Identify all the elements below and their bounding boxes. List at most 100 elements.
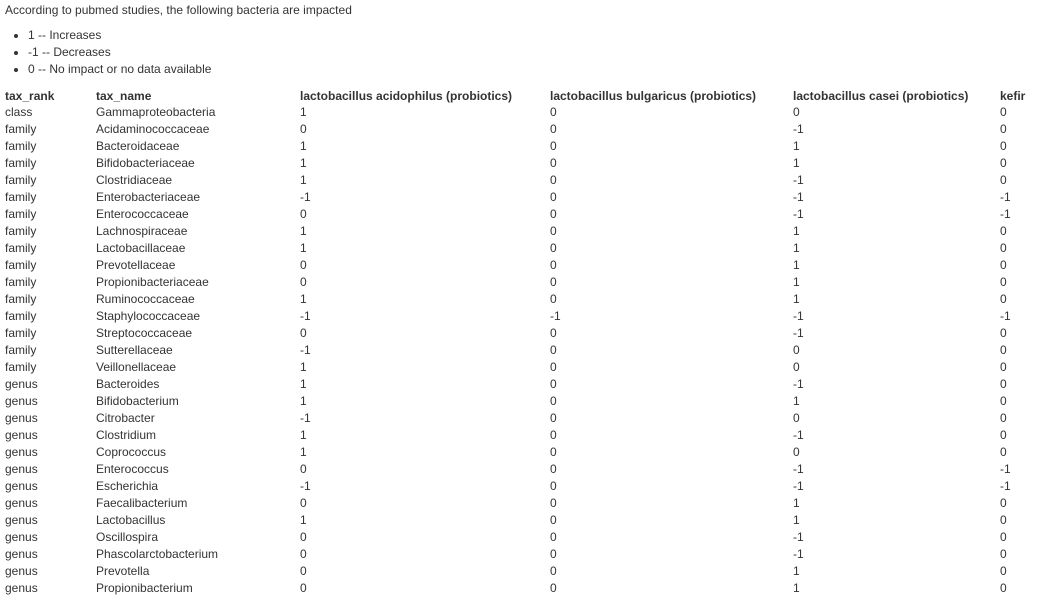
cell-bulgaricus: 0 [550,258,557,272]
cell-acidophilus: 1 [300,360,307,374]
cell-bulgaricus: 0 [550,445,557,459]
cell-tax-rank: genus [5,581,38,595]
cell-tax-name: Enterobacteriaceae [96,190,201,204]
cell-acidophilus: 1 [300,445,307,459]
cell-acidophilus: 0 [300,258,307,272]
cell-casei: -1 [793,122,804,136]
legend-list: 1 -- Increases -1 -- Decreases 0 -- No i… [0,27,211,78]
cell-casei: 1 [793,394,800,408]
table-row: family Enterobacteriaceae -1 0 -1 -1 [3,189,1042,206]
cell-kefir: 0 [1000,343,1007,357]
cell-acidophilus: 0 [300,547,307,561]
cell-kefir: 0 [1000,122,1007,136]
cell-casei: 1 [793,496,800,510]
cell-casei: -1 [793,309,804,323]
header-tax-name: tax_name [96,89,152,103]
cell-kefir: 0 [1000,224,1007,238]
cell-tax-rank: family [5,309,37,323]
cell-tax-name: Propionibacterium [96,581,193,595]
cell-casei: 0 [793,360,800,374]
cell-kefir: -1 [1000,190,1011,204]
table-row: genus Phascolarctobacterium 0 0 -1 0 [3,546,1042,563]
cell-tax-rank: family [5,326,37,340]
cell-tax-rank: family [5,275,37,289]
cell-casei: 1 [793,581,800,595]
cell-casei: -1 [793,547,804,561]
cell-tax-name: Bifidobacteriaceae [96,156,195,170]
cell-acidophilus: 0 [300,564,307,578]
cell-bulgaricus: 0 [550,564,557,578]
cell-tax-name: Acidaminococcaceae [96,122,210,136]
cell-tax-rank: family [5,292,37,306]
cell-bulgaricus: 0 [550,207,557,221]
cell-bulgaricus: 0 [550,156,557,170]
cell-tax-rank: family [5,224,37,238]
table-row: class Gammaproteobacteria 1 0 0 0 [3,104,1042,121]
cell-acidophilus: -1 [300,479,311,493]
cell-kefir: 0 [1000,326,1007,340]
cell-kefir: 0 [1000,156,1007,170]
cell-acidophilus: -1 [300,190,311,204]
table-row: genus Coprococcus 1 0 0 0 [3,444,1042,461]
cell-kefir: -1 [1000,207,1011,221]
cell-kefir: 0 [1000,139,1007,153]
cell-casei: -1 [793,428,804,442]
cell-tax-rank: genus [5,445,38,459]
header-tax-rank: tax_rank [5,89,55,103]
cell-bulgaricus: 0 [550,547,557,561]
cell-kefir: 0 [1000,105,1007,119]
cell-tax-name: Lactobacillus [96,513,166,527]
cell-kefir: 0 [1000,377,1007,391]
cell-acidophilus: 1 [300,224,307,238]
cell-casei: -1 [793,462,804,476]
table-row: genus Enterococcus 0 0 -1 -1 [3,461,1042,478]
cell-tax-rank: family [5,173,37,187]
cell-bulgaricus: 0 [550,377,557,391]
header-kefir: kefir [1000,89,1026,103]
table-row: family Acidaminococcaceae 0 0 -1 0 [3,121,1042,138]
cell-tax-rank: genus [5,513,38,527]
cell-tax-rank: family [5,190,37,204]
cell-bulgaricus: 0 [550,411,557,425]
cell-tax-rank: genus [5,530,38,544]
cell-tax-rank: genus [5,411,38,425]
table-row: genus Lactobacillus 1 0 1 0 [3,512,1042,529]
cell-acidophilus: 0 [300,326,307,340]
cell-bulgaricus: 0 [550,462,557,476]
cell-casei: -1 [793,479,804,493]
cell-bulgaricus: 0 [550,513,557,527]
cell-bulgaricus: 0 [550,122,557,136]
table-row: family Prevotellaceae 0 0 1 0 [3,257,1042,274]
cell-tax-rank: family [5,258,37,272]
cell-acidophilus: 1 [300,139,307,153]
cell-casei: 1 [793,224,800,238]
cell-tax-name: Lactobacillaceae [96,241,186,255]
cell-acidophilus: 0 [300,275,307,289]
cell-acidophilus: 0 [300,496,307,510]
cell-tax-name: Veillonellaceae [96,360,177,374]
cell-acidophilus: 0 [300,122,307,136]
legend-item-increases: 1 -- Increases [28,27,211,44]
cell-acidophilus: 1 [300,292,307,306]
table-row: family Enterococcaceae 0 0 -1 -1 [3,206,1042,223]
cell-casei: 0 [793,343,800,357]
cell-kefir: 0 [1000,241,1007,255]
cell-kefir: 0 [1000,292,1007,306]
cell-tax-rank: genus [5,564,38,578]
cell-tax-rank: family [5,122,37,136]
table-row: family Lachnospiraceae 1 0 1 0 [3,223,1042,240]
cell-kefir: 0 [1000,547,1007,561]
cell-kefir: 0 [1000,581,1007,595]
cell-tax-name: Ruminococcaceae [96,292,195,306]
cell-tax-name: Staphylococcaceae [96,309,201,323]
cell-casei: -1 [793,326,804,340]
cell-tax-rank: family [5,207,37,221]
cell-tax-rank: family [5,156,37,170]
cell-acidophilus: 1 [300,173,307,187]
cell-acidophilus: 0 [300,581,307,595]
cell-casei: 1 [793,292,800,306]
cell-kefir: 0 [1000,394,1007,408]
cell-bulgaricus: 0 [550,581,557,595]
cell-bulgaricus: 0 [550,224,557,238]
cell-tax-name: Enterococcaceae [96,207,189,221]
